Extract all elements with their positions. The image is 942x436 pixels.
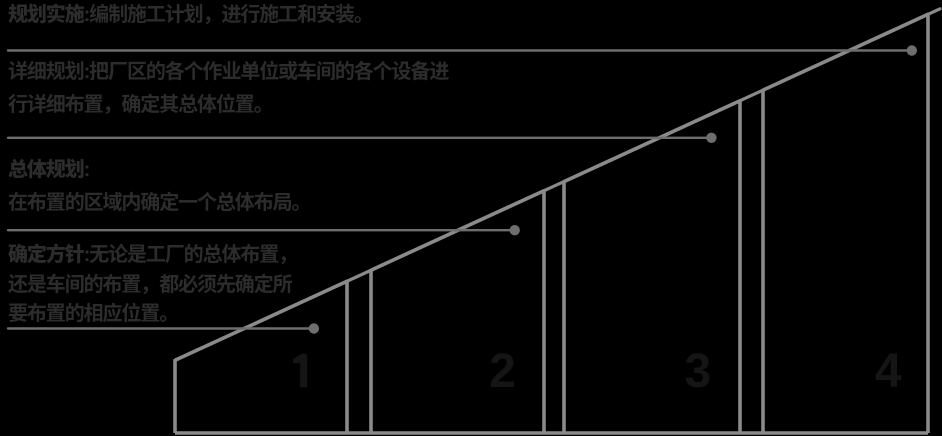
svg-text:3: 3 [684, 345, 711, 398]
svg-text:4: 4 [875, 345, 902, 398]
svg-text:2: 2 [489, 345, 516, 398]
